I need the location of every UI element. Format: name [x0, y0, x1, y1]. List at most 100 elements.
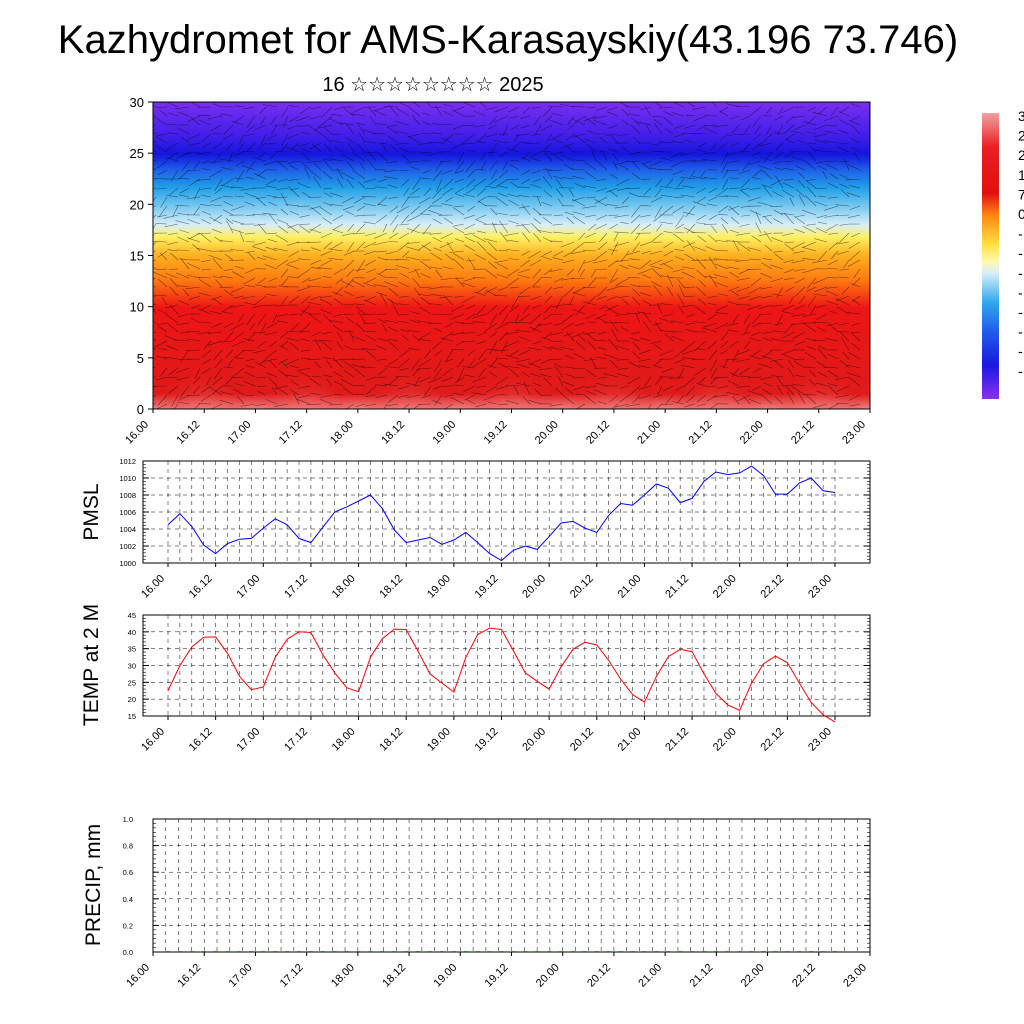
wind-vector [210, 322, 223, 328]
wind-vector [185, 151, 201, 154]
wind-vector [463, 385, 476, 392]
precip-bar [797, 951, 802, 952]
wind-vector [763, 216, 773, 225]
wind-vector [653, 119, 663, 126]
wind-vector [421, 244, 432, 252]
wind-vector [310, 106, 322, 110]
wind-vector [323, 313, 333, 324]
wind-vector [665, 394, 674, 405]
wind-vector [508, 220, 520, 225]
wind-vector [707, 313, 718, 321]
wind-vector [750, 331, 762, 337]
wind-vector [329, 403, 344, 406]
wind-vector [636, 121, 652, 126]
wind-vector [451, 331, 465, 336]
wind-vector [234, 105, 245, 108]
wind-vector [430, 293, 443, 297]
wind-vector [532, 178, 542, 183]
precip-bar [654, 951, 659, 952]
wind-vector [540, 276, 553, 279]
wind-vector [815, 382, 828, 387]
wind-vector [747, 390, 762, 396]
wind-vector [728, 160, 740, 163]
wind-vector [399, 232, 410, 239]
wind-vector [550, 240, 564, 243]
wind-vector [498, 151, 509, 158]
wind-vector [185, 349, 201, 351]
wind-vector [243, 277, 256, 285]
wind-vector [431, 132, 443, 135]
wind-vector [696, 269, 707, 279]
wind-vector [849, 185, 861, 189]
colorbar-scale [982, 113, 999, 399]
wind-vector [659, 259, 674, 266]
wind-vector [309, 223, 322, 232]
wind-vector [414, 268, 421, 279]
wind-vector [728, 205, 740, 211]
wind-vector [356, 205, 366, 212]
wind-vector [826, 322, 839, 327]
wind-vector [812, 259, 828, 264]
wind-vector [234, 195, 245, 198]
wind-vector [290, 389, 300, 396]
wind-vector [834, 376, 850, 380]
x-tick-label: 19.12 [483, 962, 511, 990]
wind-vector [793, 215, 806, 225]
wind-vector [244, 302, 256, 306]
colorbar-label: - [1018, 324, 1023, 340]
wind-vector [627, 376, 641, 385]
precip-bar [451, 951, 456, 952]
wind-vector [655, 403, 663, 409]
wind-vector [485, 385, 498, 393]
wind-vector [178, 299, 190, 306]
wind-vector [684, 139, 696, 144]
wind-vector [653, 344, 663, 351]
wind-vector [345, 277, 355, 289]
y-tick-label: 0.0 [123, 948, 133, 957]
wind-vector [153, 385, 157, 388]
wind-vector [441, 203, 454, 207]
wind-vector [684, 295, 696, 297]
wind-vector [308, 277, 322, 282]
wind-vector [455, 277, 465, 288]
wind-vector [532, 304, 542, 309]
wind-vector [828, 232, 839, 235]
precip-bar [594, 951, 599, 952]
wind-vector [168, 112, 179, 117]
wind-vector [347, 142, 355, 153]
wind-vector [747, 304, 762, 311]
wind-vector [188, 295, 201, 300]
wind-vector [572, 385, 586, 391]
wind-vector [354, 348, 366, 351]
wind-vector [509, 164, 520, 171]
wind-vector [584, 117, 597, 126]
wind-vector [726, 169, 740, 171]
wind-vector [321, 106, 333, 118]
wind-vector [423, 187, 432, 196]
wind-vector [696, 124, 707, 131]
wind-vector [542, 175, 553, 189]
wind-vector [741, 331, 751, 336]
wind-vector [307, 302, 322, 306]
wind-vector [677, 394, 685, 404]
wind-vector [419, 260, 432, 270]
wind-vector [209, 216, 223, 225]
wind-vector [225, 217, 234, 225]
wind-vector [332, 357, 344, 369]
wind-vector [298, 124, 311, 127]
wind-vector [562, 313, 575, 323]
wind-vector [156, 214, 168, 218]
wind-vector [816, 214, 828, 219]
wind-vector [619, 164, 630, 171]
wind-vector [297, 286, 311, 292]
wind-vector [557, 198, 564, 207]
wind-vector [168, 367, 179, 376]
wind-vector [432, 340, 443, 350]
wind-vector [210, 403, 223, 409]
y-tick-label: 45 [128, 611, 136, 620]
wind-vector [484, 322, 498, 332]
wind-vector [174, 106, 190, 110]
wind-vector [466, 399, 476, 405]
x-tick-label: 22.00 [739, 962, 767, 990]
wind-vector [186, 331, 201, 333]
